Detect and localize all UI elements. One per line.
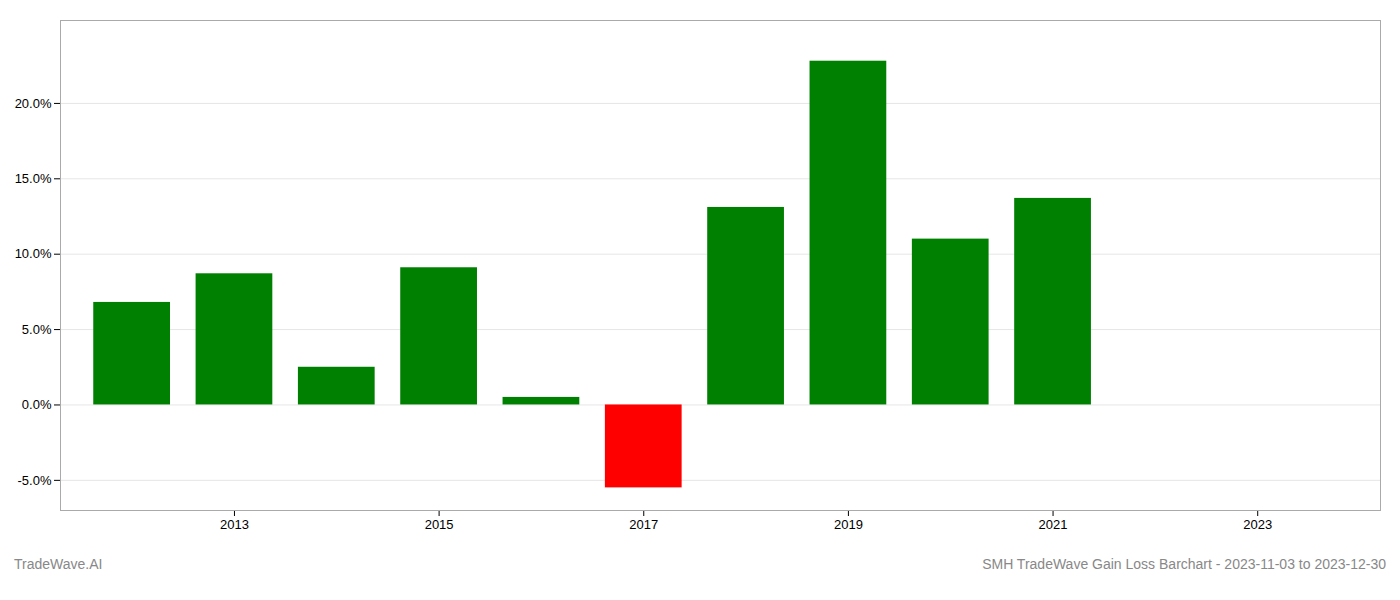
svg-text:2013: 2013 [220,517,249,532]
svg-text:15.0%: 15.0% [15,171,52,186]
svg-text:2017: 2017 [629,517,658,532]
svg-text:0.0%: 0.0% [22,397,52,412]
svg-text:10.0%: 10.0% [15,246,52,261]
svg-text:2019: 2019 [834,517,863,532]
svg-text:2021: 2021 [1039,517,1068,532]
svg-text:20.0%: 20.0% [15,96,52,111]
svg-text:2023: 2023 [1243,517,1272,532]
html-text:TradeWave.AI: TradeWave.AI [14,556,103,572]
html-text:SMH TradeWave Gain Loss Barcha: SMH TradeWave Gain Loss Barchart - 2023-… [982,556,1386,572]
svg-text:-5.0%: -5.0% [18,473,52,488]
svg-text:2015: 2015 [425,517,454,532]
svg-text:5.0%: 5.0% [22,322,52,337]
